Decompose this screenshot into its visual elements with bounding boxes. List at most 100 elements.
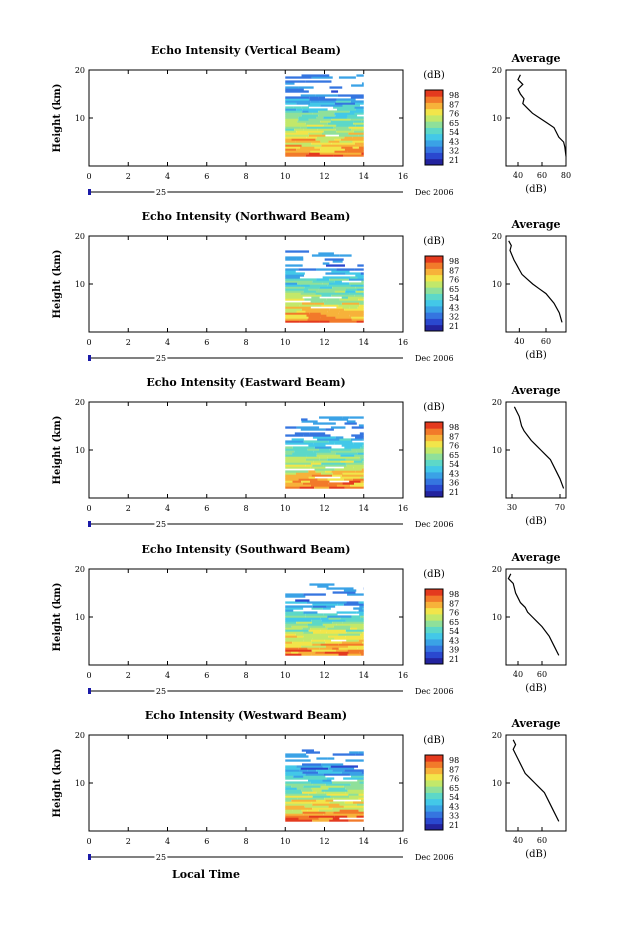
intensity-cell [321, 763, 344, 766]
average-y-tick-label: 10 [492, 114, 502, 123]
intensity-cell [360, 446, 364, 449]
intensity-cell [347, 649, 362, 652]
intensity-cell [312, 807, 333, 810]
intensity-cell [285, 86, 299, 89]
intensity-cell [285, 440, 304, 443]
date-label: 25 [156, 354, 166, 363]
intensity-cell [285, 310, 297, 313]
intensity-cell [309, 312, 321, 315]
intensity-cell [345, 619, 364, 622]
intensity-cell [329, 819, 349, 822]
intensity-cell [285, 645, 302, 648]
intensity-cell [359, 456, 364, 459]
intensity-cell [285, 82, 295, 85]
colorbar-swatch [425, 478, 443, 485]
intensity-cell [316, 791, 325, 794]
intensity-cell [319, 458, 328, 461]
intensity-cell [362, 631, 364, 634]
intensity-cell [302, 482, 329, 485]
intensity-cell [285, 298, 305, 301]
intensity-cell [303, 813, 324, 816]
intensity-cell [319, 286, 333, 289]
intensity-cell [285, 607, 304, 610]
intensity-cell [321, 789, 348, 792]
intensity-cell [285, 781, 311, 784]
intensity-cell [316, 799, 326, 802]
colorbar-swatch [425, 115, 443, 122]
intensity-cell [302, 811, 318, 814]
intensity-cell [343, 478, 353, 481]
intensity-cell [324, 797, 334, 800]
intensity-cell [325, 428, 334, 431]
intensity-cell [285, 482, 303, 485]
intensity-cell [311, 76, 333, 79]
intensity-cell [342, 300, 364, 303]
intensity-cell [296, 765, 323, 768]
intensity-cell [300, 146, 315, 149]
colorbar-unit: (dB) [423, 569, 445, 580]
x-tick-label: 6 [204, 837, 209, 846]
x-tick-label: 16 [398, 338, 408, 347]
colorbar-frame [424, 89, 444, 166]
intensity-cell [308, 132, 322, 135]
intensity-cell [354, 142, 364, 145]
intensity-cell [329, 486, 345, 489]
intensity-cell [322, 765, 331, 768]
x-tick-label: 14 [359, 837, 369, 846]
intensity-cell [301, 106, 310, 109]
intensity-cell [310, 627, 328, 630]
colorbar-tick-label: 36 [449, 479, 459, 488]
panel-4: Echo Intensity (Southward Beam) 0 2 4 6 8 10 12… [52, 543, 567, 698]
intensity-cell [285, 486, 300, 489]
intensity-cell [336, 98, 356, 101]
intensity-cell [330, 426, 346, 429]
intensity-cell [362, 294, 364, 297]
month-label: Dec 2006 [415, 520, 454, 529]
colorbar-swatch [425, 459, 443, 467]
colorbar-swatch [425, 256, 443, 263]
heatmap [285, 583, 364, 656]
intensity-cell [285, 302, 302, 305]
intensity-cell [354, 112, 364, 115]
average-y-tick-label: 20 [492, 398, 502, 407]
intensity-cell [285, 771, 303, 774]
x-tick-label: 8 [243, 504, 248, 513]
intensity-cell [310, 462, 322, 465]
intensity-cell [324, 302, 342, 305]
intensity-cell [331, 90, 339, 93]
panel-title: Echo Intensity (Northward Beam) [142, 210, 351, 223]
intensity-cell [331, 781, 360, 784]
intensity-cell [320, 643, 339, 646]
intensity-cell [360, 799, 364, 802]
average-y-tick-label: 10 [492, 779, 502, 788]
intensity-cell [343, 785, 364, 788]
intensity-cell [285, 615, 306, 618]
x-tick-label: 8 [243, 172, 248, 181]
intensity-cell [360, 615, 364, 618]
intensity-cell [338, 643, 364, 646]
intensity-cell [302, 763, 322, 766]
colorbar-swatch [425, 811, 443, 818]
intensity-cell [333, 811, 348, 814]
intensity-cell [329, 282, 350, 285]
intensity-cell [305, 310, 328, 313]
intensity-cell [320, 785, 344, 788]
intensity-cell [341, 146, 353, 149]
intensity-cell [285, 649, 312, 652]
intensity-cell [285, 152, 309, 155]
intensity-cell [299, 320, 320, 323]
intensity-cell [300, 94, 316, 97]
intensity-cell [310, 484, 337, 487]
intensity-cell [285, 146, 301, 149]
colorbar-tick-label: 54 [449, 294, 459, 303]
intensity-cell [330, 136, 345, 139]
colorbar-tick-label: 76 [449, 775, 459, 784]
intensity-cell [296, 621, 313, 624]
x-tick-label: 16 [398, 504, 408, 513]
intensity-cell [312, 637, 335, 640]
colorbar-tick-label: 21 [449, 156, 459, 165]
intensity-cell [296, 310, 306, 313]
intensity-cell [295, 633, 321, 636]
intensity-cell [309, 284, 328, 287]
average-plot: Average 40 60 20 10 (dB) [492, 218, 567, 361]
